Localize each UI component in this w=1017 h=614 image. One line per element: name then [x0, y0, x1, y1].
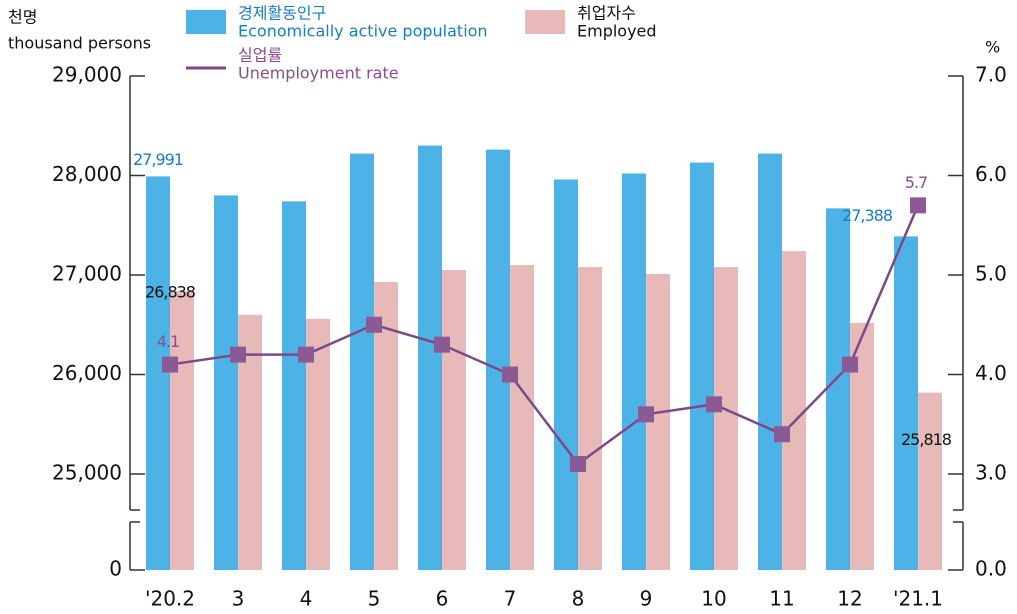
x-tick-label: 8 [572, 587, 585, 611]
value-label: 26,838 [145, 283, 196, 302]
legend-swatch [525, 10, 565, 34]
x-tick-label: '20.2 [145, 587, 195, 611]
bar [714, 267, 738, 570]
bar [782, 251, 806, 570]
y2-tick-label: 3.0 [975, 461, 1007, 485]
y2-tick-label: 5.0 [975, 262, 1007, 286]
x-tick-label: 9 [640, 587, 653, 611]
bar [350, 153, 374, 571]
legend-swatch [186, 10, 226, 34]
marker [162, 356, 178, 373]
y-tick-label: 0 [109, 557, 122, 581]
y2-tick-label: 0.0 [975, 557, 1007, 581]
value-label: 27,388 [842, 206, 893, 225]
x-tick-label: 5 [368, 587, 381, 611]
x-tick-label: '21.1 [893, 587, 943, 611]
bar [578, 267, 602, 570]
marker [230, 346, 246, 363]
y-tick-label: 28,000 [52, 162, 122, 186]
y-tick-label: 26,000 [52, 361, 122, 385]
bar [758, 153, 782, 571]
y-tick-label: 25,000 [52, 461, 122, 485]
x-tick-label: 11 [769, 587, 794, 611]
bar [690, 162, 714, 570]
value-label: 25,818 [901, 430, 952, 449]
bar [510, 265, 534, 570]
bar [442, 270, 466, 570]
line [169, 204, 920, 466]
bar [146, 176, 170, 570]
y-tick-label: 27,000 [52, 262, 122, 286]
legend-label: Economically active population [238, 22, 488, 41]
marker [366, 316, 382, 333]
y-axis-label: thousand persons [8, 34, 151, 53]
bar [622, 173, 646, 570]
y2-tick-label: 7.0 [975, 63, 1007, 87]
legend-label: 경제활동인구 [238, 4, 326, 23]
x-tick-label: 7 [504, 587, 517, 611]
bar [486, 149, 510, 570]
bar [214, 195, 238, 570]
bar [418, 145, 442, 570]
legend-label: 실업률 [238, 46, 282, 65]
marker [298, 346, 314, 363]
bar [170, 291, 194, 570]
x-tick-label: 10 [701, 587, 726, 611]
bar [826, 208, 850, 570]
legend-label: Unemployment rate [238, 64, 399, 83]
bar [282, 201, 306, 570]
y2-tick-label: 6.0 [975, 162, 1007, 186]
bar [918, 392, 942, 570]
x-tick-label: 12 [837, 587, 862, 611]
y-tick-label: 29,000 [52, 63, 122, 87]
marker [774, 426, 790, 443]
marker [502, 366, 518, 383]
marker [842, 356, 858, 373]
value-label: 27,991 [133, 150, 183, 169]
marker [910, 197, 926, 214]
value-label: 4.1 [157, 332, 179, 351]
value-label: 5.7 [905, 173, 927, 192]
marker [706, 396, 722, 413]
bar [554, 179, 578, 571]
y2-axis-label: % [985, 38, 1000, 57]
y2-tick-label: 4.0 [975, 361, 1007, 385]
legend-label: Employed [577, 22, 657, 41]
marker [434, 336, 450, 353]
marker [570, 456, 586, 473]
bar [894, 236, 918, 571]
x-tick-label: 3 [232, 587, 245, 611]
y-axis-label: 천명 [8, 8, 37, 27]
x-tick-label: 4 [300, 587, 313, 611]
legend-label: 취업자수 [577, 4, 636, 23]
x-tick-label: 6 [436, 587, 449, 611]
marker [638, 406, 654, 423]
